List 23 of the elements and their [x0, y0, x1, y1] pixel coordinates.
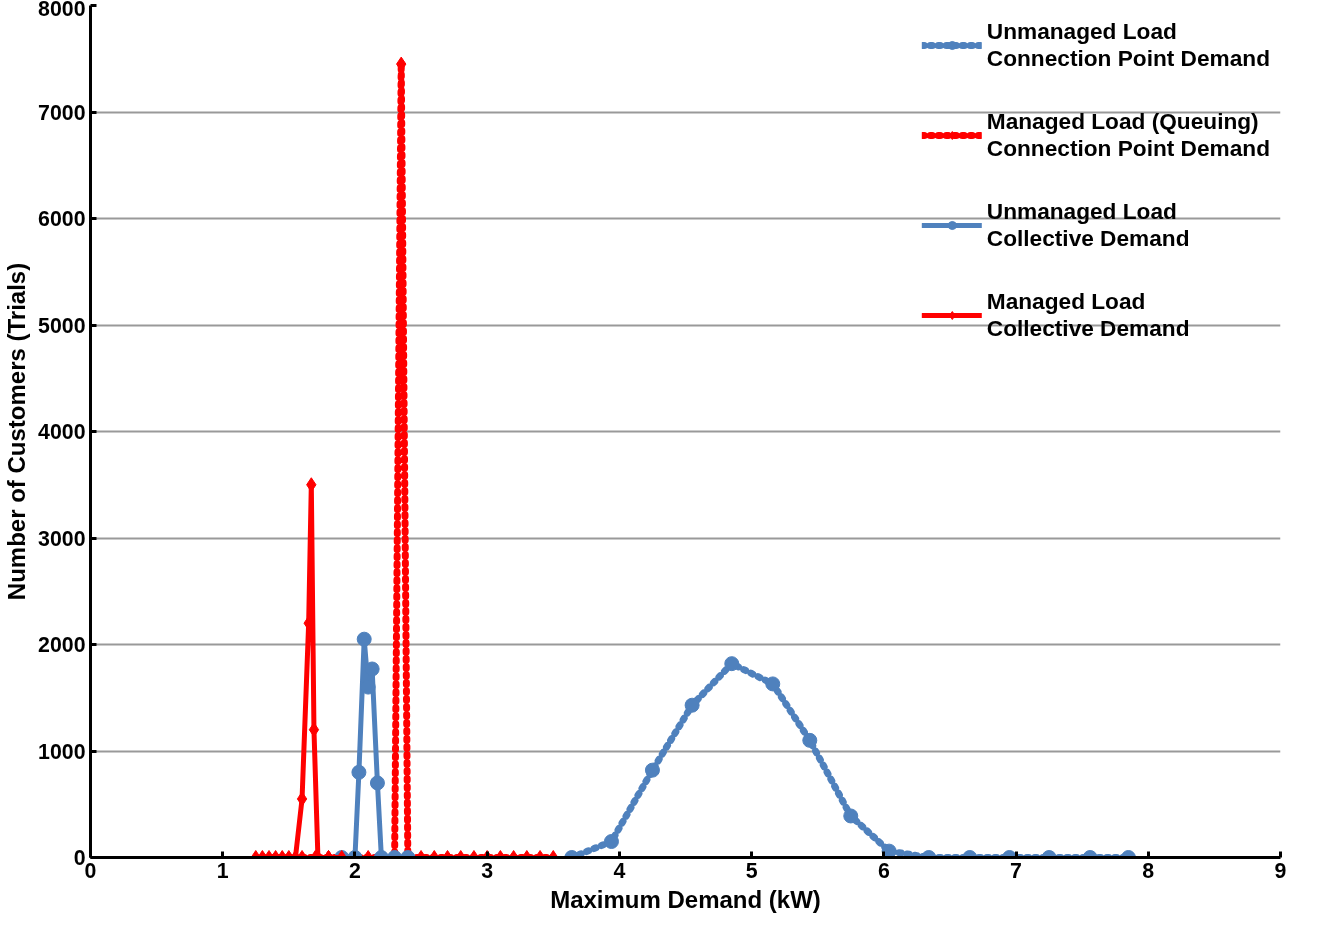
x-tick-label: 8 — [1142, 858, 1155, 883]
x-tick-label: 4 — [613, 858, 626, 883]
y-axis-title: Number of Customers (Trials) — [3, 262, 31, 601]
y-tick-label: 8000 — [38, 0, 86, 21]
x-axis-title: Maximum Demand (kW) — [550, 885, 821, 913]
y-tick-label: 5000 — [38, 313, 86, 338]
legend-label: Unmanaged Load Connection Point Demand — [986, 17, 1270, 73]
x-tick-label: 1 — [216, 858, 229, 883]
y-tick-label: 1000 — [38, 739, 86, 764]
y-tick-label: 6000 — [38, 207, 86, 231]
x-tick-label: 3 — [481, 858, 494, 883]
x-tick-label: 6 — [877, 858, 890, 883]
y-tick-label: 3000 — [38, 526, 86, 551]
legend-label: Managed Load (Queuing) Connection Point Demand — [986, 107, 1270, 163]
x-tick-label: 7 — [1010, 858, 1022, 883]
legend-label: Managed Load Collective Demand — [986, 287, 1190, 343]
x-tick-label: 9 — [1274, 858, 1287, 883]
legend-label: Unmanaged Load Collective Demand — [986, 197, 1190, 253]
y-tick-label: 7000 — [38, 100, 86, 125]
y-tick-label: 2000 — [38, 633, 86, 657]
x-tick-label: 5 — [745, 858, 758, 883]
x-tick-label: 2 — [349, 858, 361, 883]
y-tick-label: 4000 — [38, 420, 86, 444]
